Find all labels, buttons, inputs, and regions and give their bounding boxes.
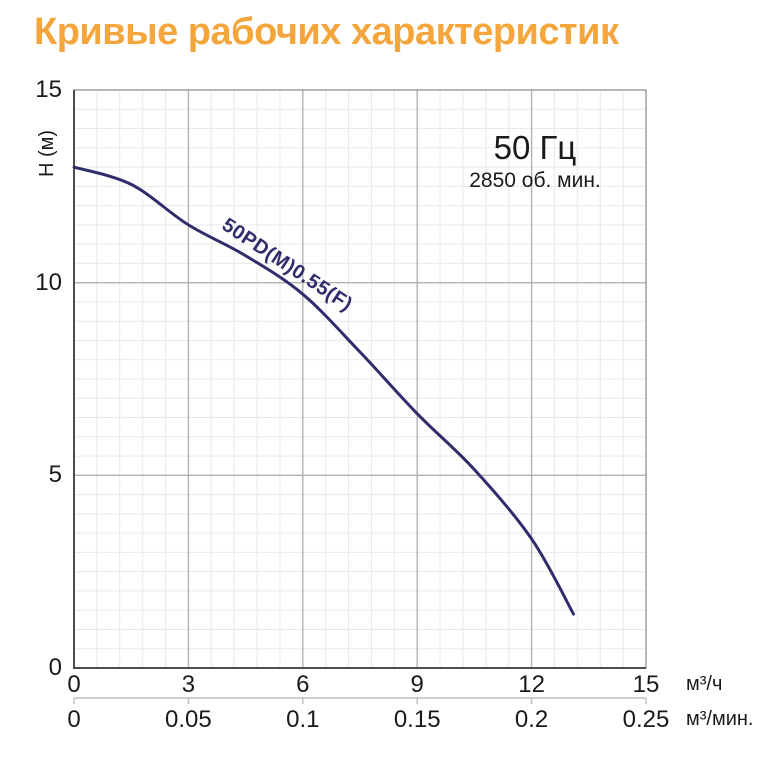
x-tick-primary: 0 — [67, 671, 81, 698]
x-tick-secondary: 0.05 — [165, 706, 212, 733]
frequency-annotation: 50 Гц 2850 об. мин. — [420, 129, 650, 195]
x-tick-secondary: 0.1 — [286, 706, 320, 733]
y-tick: 15 — [35, 76, 62, 103]
y-tick: 0 — [48, 654, 62, 681]
x-tick-secondary: 0 — [67, 706, 81, 733]
page-title: Кривые рабочих характеристик — [34, 11, 619, 53]
x-axis-unit-primary: м³/ч — [686, 673, 723, 695]
y-tick: 10 — [35, 268, 62, 296]
x-axis-unit-secondary: м³/мин. — [686, 708, 754, 730]
x-tick-primary: 15 — [632, 671, 660, 698]
x-tick-primary: 9 — [410, 671, 424, 698]
y-tick: 5 — [48, 461, 62, 489]
x-tick-secondary: 0.2 — [514, 706, 549, 733]
frequency-label: 50 Гц — [493, 129, 577, 166]
rpm-label: 2850 об. мин. — [469, 169, 601, 193]
y-axis-title: Н (м) — [36, 129, 59, 178]
x-tick-primary: 12 — [518, 671, 545, 698]
x-tick-primary: 3 — [181, 671, 196, 698]
x-tick-primary: 6 — [296, 671, 310, 698]
x-tick-secondary: 0.15 — [393, 706, 441, 733]
x-tick-secondary: 0.25 — [622, 706, 670, 733]
pump-curve — [72, 165, 575, 616]
